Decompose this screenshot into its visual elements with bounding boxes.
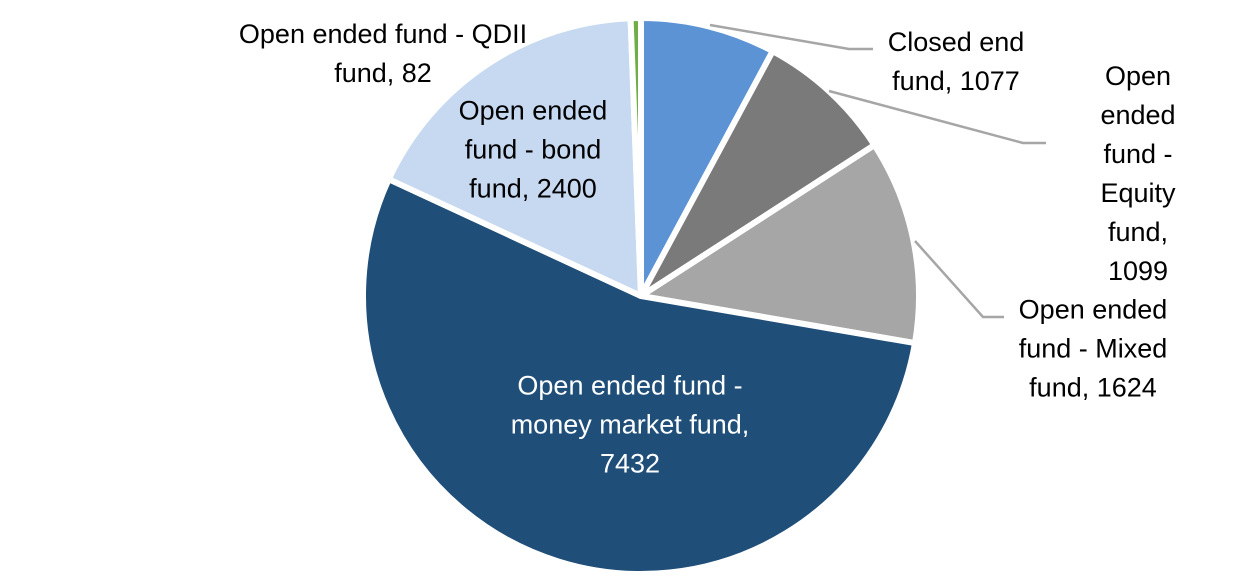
leader-lines-layer <box>709 23 1046 319</box>
pie-slice-open-ended-fund-money-market-fund <box>360 176 918 577</box>
pie-slice-closed-end-fund <box>638 15 776 299</box>
pie-slice-open-ended-fund-qdii-fund <box>627 15 644 299</box>
pie-slice-open-ended-fund-bond-fund <box>385 15 644 299</box>
pie-slices-layer <box>360 15 922 577</box>
leader-line-open-ended-fund-mixed-fund <box>914 240 1004 319</box>
pie-slice-open-ended-fund-mixed-fund <box>638 142 922 347</box>
leader-line-closed-end-fund <box>709 23 873 51</box>
leader-line-open-ended-fund-equity-fund <box>828 89 1046 145</box>
